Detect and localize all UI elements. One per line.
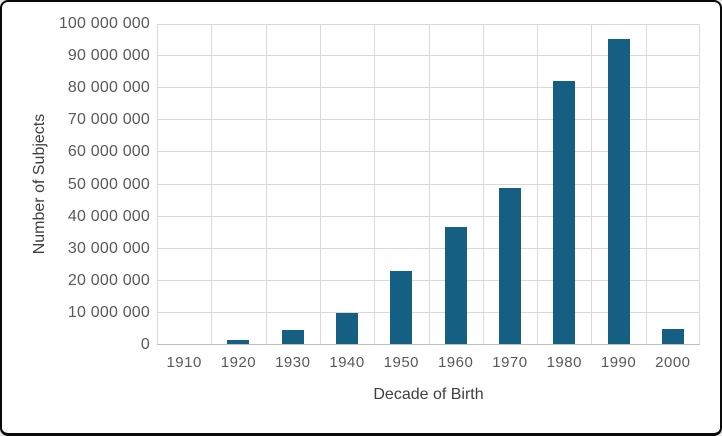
bar-1970 <box>498 187 521 344</box>
vertical-gridline <box>591 24 592 345</box>
x-axis-tick-label: 1920 <box>220 354 257 371</box>
y-axis-tick-label: 90 000 000 <box>67 47 150 65</box>
bar-2000 <box>661 329 684 344</box>
horizontal-gridline <box>157 55 700 57</box>
vertical-gridline <box>266 24 267 345</box>
x-axis-line <box>157 344 700 345</box>
vertical-gridline <box>320 24 321 345</box>
bar-1990 <box>607 39 630 344</box>
y-axis-tick-label: 100 000 000 <box>58 15 150 32</box>
horizontal-gridline <box>157 87 700 89</box>
horizontal-gridline <box>157 311 700 313</box>
x-axis-tick-label: 1930 <box>275 354 311 371</box>
bar-1950 <box>390 271 413 344</box>
x-axis-tick-label: 2000 <box>655 354 691 371</box>
bar-1980 <box>553 80 576 344</box>
vertical-gridline <box>429 24 430 345</box>
y-axis-tick-label: 20 000 000 <box>67 271 150 289</box>
bar-1940 <box>336 313 359 344</box>
plot-area <box>157 24 700 345</box>
x-axis-tick-label: 1970 <box>492 354 528 371</box>
horizontal-gridline <box>157 247 700 249</box>
x-axis-title: Decade of Birth <box>373 386 484 403</box>
horizontal-gridline <box>157 24 700 25</box>
x-axis-tick-label: 1940 <box>329 354 365 371</box>
x-axis-tick-label: 1910 <box>166 354 202 371</box>
vertical-gridline <box>699 24 700 345</box>
horizontal-gridline <box>157 279 700 281</box>
horizontal-gridline <box>157 183 700 185</box>
vertical-gridline <box>483 24 484 345</box>
x-axis-tick-label: 1980 <box>546 354 582 371</box>
vertical-gridline <box>211 24 212 345</box>
x-axis-tick-label: 1960 <box>437 354 474 371</box>
x-axis-tick-label: 1990 <box>600 354 637 371</box>
y-axis-tick-label: 10 000 000 <box>67 303 150 321</box>
y-axis-tick-label: 40 000 000 <box>67 207 150 225</box>
y-axis-tick-label: 0 <box>140 336 150 353</box>
bar-1920 <box>227 339 250 344</box>
vertical-gridline <box>374 24 375 345</box>
horizontal-gridline <box>157 215 700 217</box>
horizontal-gridline <box>157 151 700 153</box>
y-axis-tick-label: 30 000 000 <box>67 239 150 257</box>
y-axis-tick-label: 60 000 000 <box>67 143 150 161</box>
vertical-gridline <box>646 24 647 345</box>
y-axis-tick-label: 80 000 000 <box>67 79 150 97</box>
bar-1960 <box>444 227 467 344</box>
vertical-gridline <box>157 24 158 345</box>
x-axis-tick-label: 1950 <box>383 354 420 371</box>
vertical-gridline <box>537 24 538 345</box>
horizontal-gridline <box>157 119 700 121</box>
bar-1930 <box>281 329 304 344</box>
y-axis-tick-label: 50 000 000 <box>67 175 150 193</box>
y-axis-tick-label: 70 000 000 <box>67 111 150 129</box>
